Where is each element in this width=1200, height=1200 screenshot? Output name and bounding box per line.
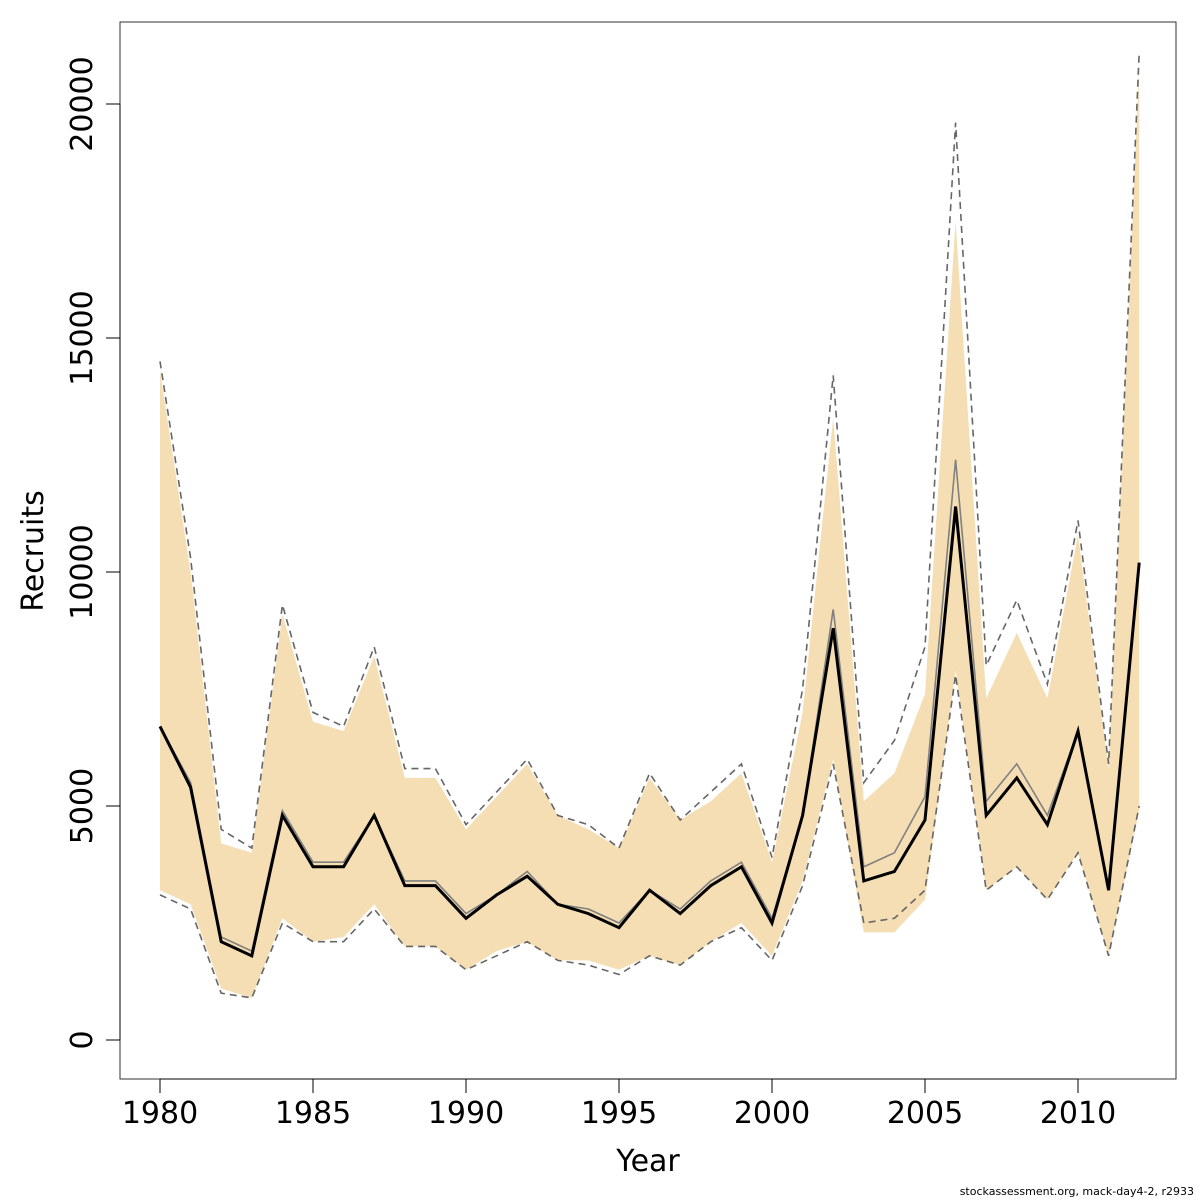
x-tick-label: 1990 — [428, 1096, 504, 1131]
x-tick-label: 2005 — [887, 1096, 963, 1131]
source-note: stockassessment.org, mack-day4-2, r2933 — [960, 1185, 1194, 1198]
estimate-line — [158, 506, 1141, 958]
x-tick-label: 2010 — [1040, 1096, 1116, 1131]
y-tick-label: 20000 — [65, 56, 100, 151]
confidence-band — [160, 66, 1140, 998]
y-axis-title: Recruits — [16, 490, 51, 612]
y-tick-label: 15000 — [65, 290, 100, 385]
plot-area — [158, 52, 1141, 999]
y-tick-label: 5000 — [65, 768, 100, 844]
y-tick-label: 0 — [65, 1030, 100, 1049]
lower-bound-line — [159, 674, 1140, 999]
x-tick-label: 1980 — [122, 1096, 198, 1131]
x-axis-title: Year — [615, 1144, 680, 1179]
axes: 1980 1985 1990 1995 2000 2005 2010 0 5000 10000 15… — [65, 56, 1116, 1131]
x-tick-label: 2000 — [734, 1096, 810, 1131]
x-tick-label: 1995 — [581, 1096, 657, 1131]
upper-bound-line — [159, 52, 1140, 858]
x-tick-label: 1985 — [275, 1096, 351, 1131]
y-tick-label: 10000 — [65, 524, 100, 619]
